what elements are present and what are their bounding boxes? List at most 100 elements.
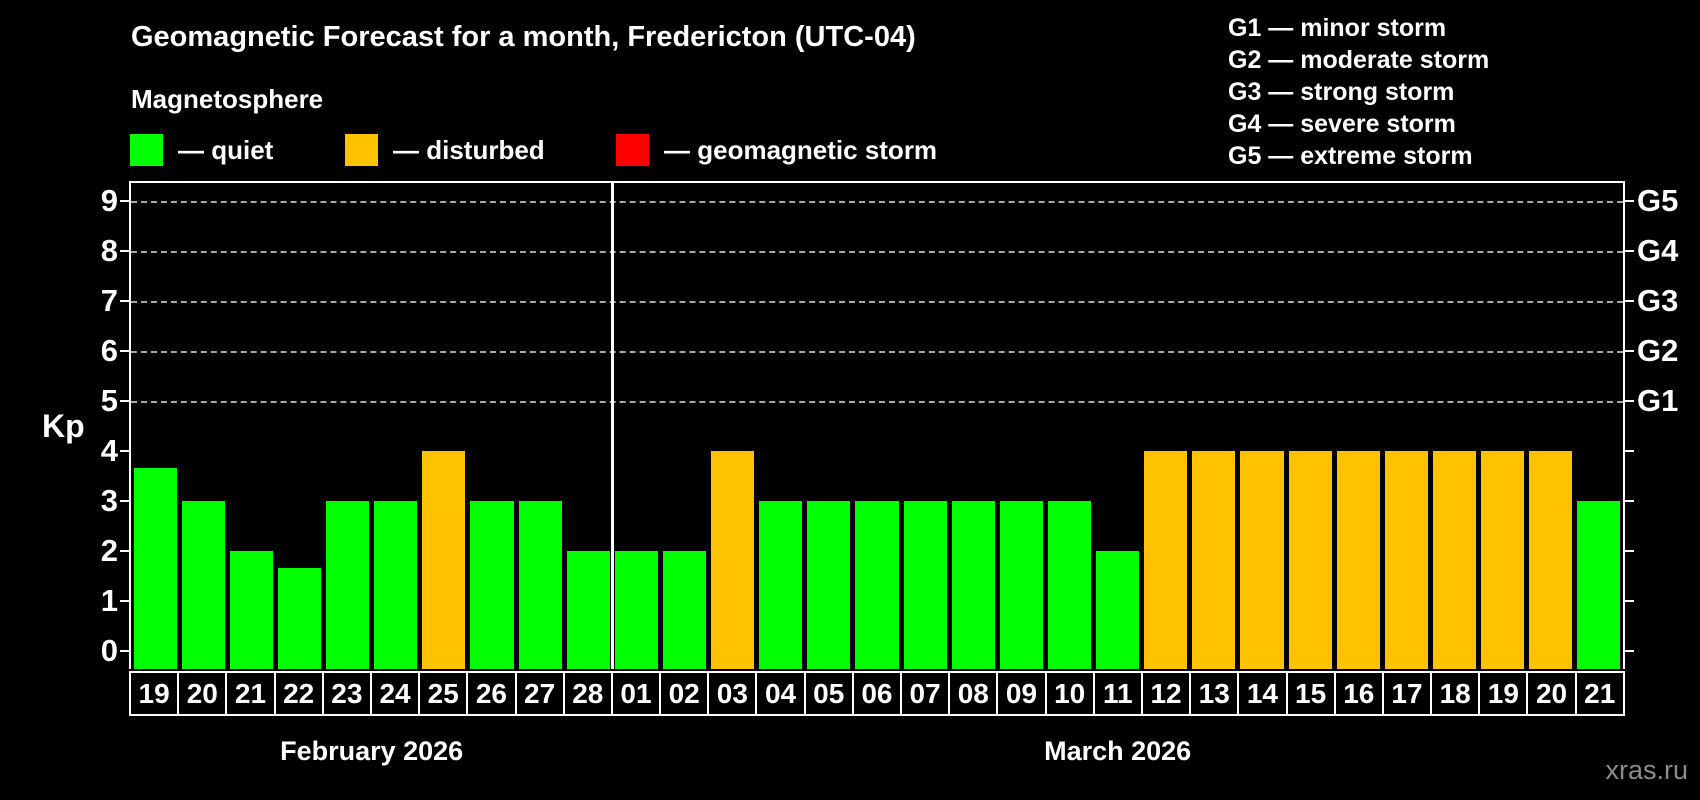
date-cell: 25 <box>418 671 469 716</box>
date-cell: 19 <box>129 671 180 716</box>
date-cell: 20 <box>1526 671 1577 716</box>
bar-slot <box>660 183 708 669</box>
bar-slot <box>1382 183 1430 669</box>
y-tick-right <box>1625 350 1634 352</box>
y-tick-right <box>1625 200 1634 202</box>
kp-bar-21 <box>1577 501 1621 669</box>
gridline-kp6 <box>131 351 1623 353</box>
kp-bar-26 <box>470 501 514 669</box>
bars-container <box>131 183 1623 669</box>
kp-bar-22 <box>277 567 321 669</box>
y-tick-label-8: 8 <box>100 233 118 268</box>
chart-title: Geomagnetic Forecast for a month, Freder… <box>131 21 916 53</box>
kp-axis-label: Kp <box>42 408 85 444</box>
date-cell: 04 <box>755 671 806 716</box>
y-tick-left <box>120 600 129 602</box>
date-cell: 21 <box>225 671 276 716</box>
y-tick-label-0: 0 <box>100 633 118 668</box>
y-tick-left <box>120 200 129 202</box>
date-cell: 21 <box>1574 671 1625 716</box>
date-cell: 18 <box>1430 671 1481 716</box>
bar-slot <box>516 183 564 669</box>
magnetosphere-label: Magnetosphere <box>131 84 324 114</box>
bar-slot <box>1238 183 1286 669</box>
g-scale-legend: G1 — minor storm G2 — moderate storm G3 — … <box>1228 12 1489 172</box>
y-tick-left <box>120 550 129 552</box>
date-cell: 19 <box>1478 671 1529 716</box>
y-tick-right <box>1625 250 1634 252</box>
y-tick-label-2: 2 <box>100 533 118 568</box>
g-scale-legend-line: G2 — moderate storm <box>1228 46 1490 74</box>
date-cell: 09 <box>996 671 1047 716</box>
bar-slot <box>1094 183 1142 669</box>
bar-slot <box>997 183 1045 669</box>
bar-slot <box>468 183 516 669</box>
kp-bar-23 <box>326 501 370 669</box>
kp-bar-19 <box>133 467 177 669</box>
storm-legend-label: — geomagnetic storm <box>664 135 938 165</box>
y-tick-label-6: 6 <box>100 333 118 368</box>
y-tick-right <box>1625 650 1634 652</box>
g-label-G5: G5 <box>1637 183 1679 218</box>
gridline-kp5 <box>131 401 1623 403</box>
bar-slot <box>949 183 997 669</box>
date-cell: 13 <box>1189 671 1240 716</box>
quiet-legend-label: — quiet <box>178 135 274 165</box>
bar-slot <box>1334 183 1382 669</box>
kp-bar-15 <box>1288 451 1332 669</box>
kp-bar-24 <box>374 501 418 669</box>
y-tick-left <box>120 450 129 452</box>
y-tick-left <box>120 300 129 302</box>
y-tick-right <box>1625 400 1634 402</box>
date-cell: 10 <box>1044 671 1095 716</box>
bar-slot <box>853 183 901 669</box>
g-scale-legend-line: G3 — strong storm <box>1228 78 1455 106</box>
date-cell: 23 <box>321 671 372 716</box>
kp-bar-17 <box>1384 451 1428 669</box>
kp-bar-09 <box>999 501 1043 669</box>
date-cell: 16 <box>1333 671 1384 716</box>
date-cell: 27 <box>514 671 565 716</box>
y-tick-right <box>1625 600 1634 602</box>
bar-slot <box>179 183 227 669</box>
plot-area <box>129 181 1625 669</box>
y-tick-label-9: 9 <box>100 183 118 218</box>
bar-slot <box>901 183 949 669</box>
bar-slot <box>1190 183 1238 669</box>
watermark: xras.ru <box>1605 755 1688 785</box>
gridline-kp8 <box>131 251 1623 253</box>
kp-bar-12 <box>1144 451 1188 669</box>
kp-bar-11 <box>1096 551 1140 669</box>
y-tick-label-3: 3 <box>100 483 118 518</box>
kp-bar-08 <box>951 501 995 669</box>
y-tick-right <box>1625 450 1634 452</box>
y-tick-label-1: 1 <box>100 583 118 618</box>
bar-slot <box>372 183 420 669</box>
date-cell: 12 <box>1140 671 1192 716</box>
bar-slot <box>612 183 660 669</box>
bar-slot <box>227 183 275 669</box>
kp-bar-16 <box>1336 451 1380 669</box>
kp-bar-13 <box>1192 451 1236 669</box>
kp-bar-28 <box>566 551 610 669</box>
date-cell: 26 <box>466 671 517 716</box>
date-cell: 08 <box>948 671 999 716</box>
kp-bar-14 <box>1240 451 1284 669</box>
date-axis: 19 20 21 22 23 24 25 26 27 28 01 02 03 04 05 06 07 08 09 10… <box>129 671 1625 716</box>
bar-slot <box>131 183 179 669</box>
date-cell: 20 <box>177 671 228 716</box>
kp-bar-25 <box>422 451 466 669</box>
bar-slot <box>1527 183 1575 669</box>
y-tick-label-5: 5 <box>100 383 118 418</box>
y-tick-left <box>120 350 129 352</box>
month-divider-line <box>611 183 615 669</box>
bar-slot <box>709 183 757 669</box>
date-cell: 03 <box>707 671 758 716</box>
y-tick-left <box>120 400 129 402</box>
date-cell: 28 <box>562 671 613 716</box>
date-cell: 24 <box>369 671 421 716</box>
gridline-kp7 <box>131 301 1623 303</box>
kp-bar-05 <box>807 501 851 669</box>
kp-bar-03 <box>711 451 755 669</box>
month-label-february: February 2026 <box>280 736 464 766</box>
